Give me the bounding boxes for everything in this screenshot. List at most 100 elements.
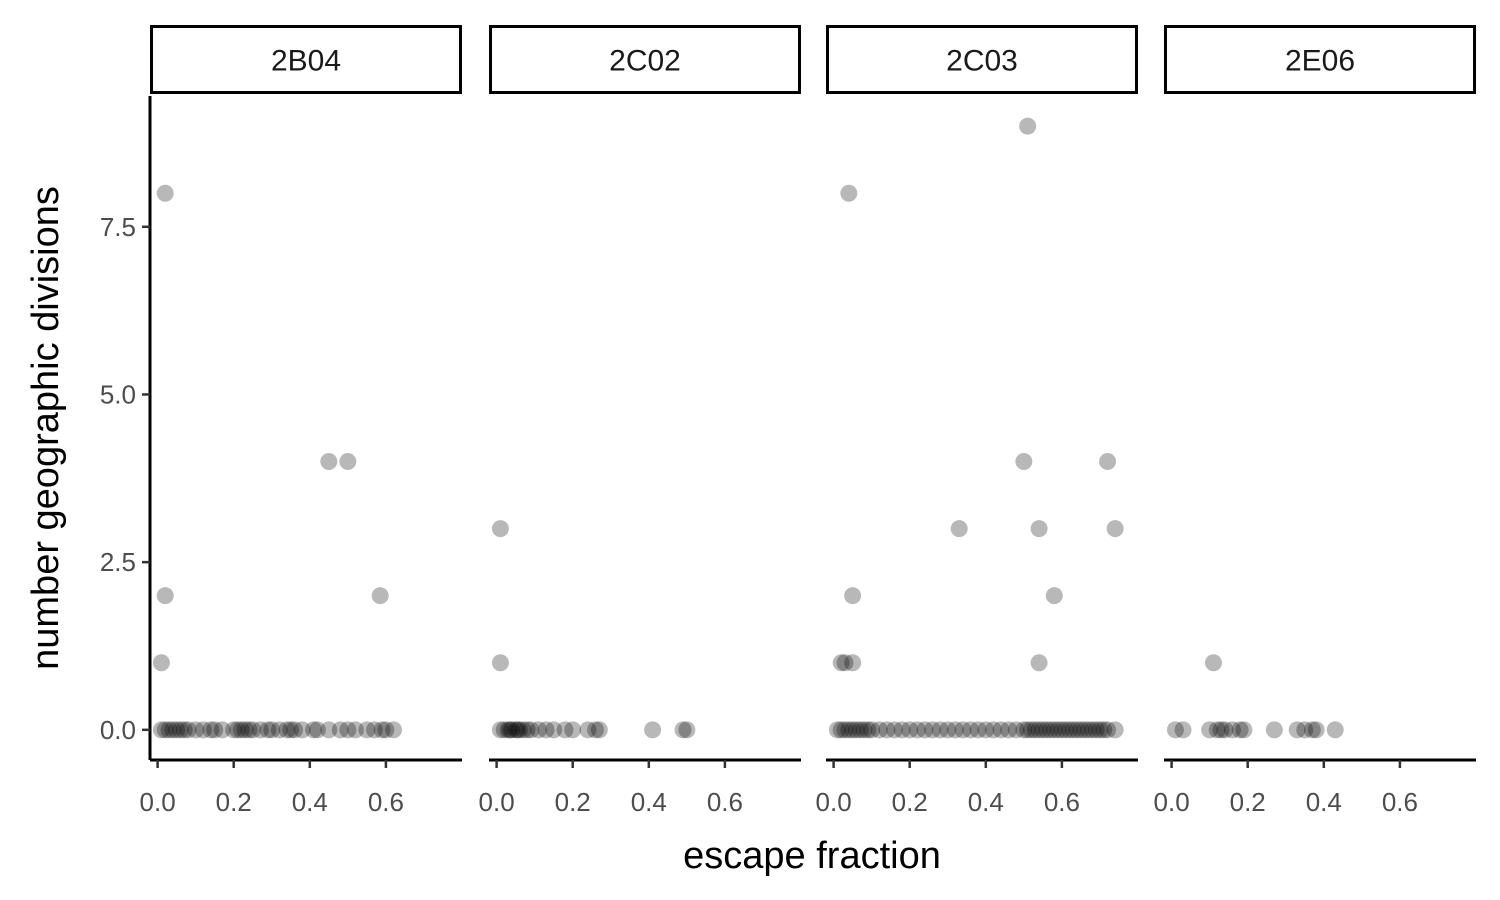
data-point [1080,721,1098,739]
data-point [1296,721,1314,739]
x-tick-label: 0.0 [479,787,515,817]
data-point [491,520,509,538]
data-point [1076,721,1094,739]
data-point [977,721,995,739]
data-point [263,721,281,739]
data-point [282,721,300,739]
x-tick-label: 0.6 [368,787,404,817]
data-point [156,184,174,202]
data-point [1015,453,1033,471]
data-point [1038,721,1056,739]
data-point [339,453,357,471]
data-point [579,721,597,739]
data-point [1049,721,1067,739]
x-tick-label: 0.4 [292,787,328,817]
data-point [1099,721,1117,739]
data-point [1061,721,1079,739]
data-point [377,721,395,739]
data-points [152,184,403,739]
data-point [844,721,862,739]
data-point [1064,721,1082,739]
data-point [1265,721,1283,739]
data-point [916,721,934,739]
y-tick-label: 5.0 [100,379,136,409]
data-point [564,721,582,739]
data-point [1091,721,1109,739]
data-point [1223,721,1241,739]
data-point [499,721,517,739]
data-point [175,721,193,739]
data-point [529,721,547,739]
data-point [1015,721,1033,739]
data-point [1307,721,1325,739]
data-point [855,721,873,739]
data-point [286,721,304,739]
facet-strip-box [1164,25,1476,94]
facet-strip-box [826,25,1138,94]
data-point [1201,721,1219,739]
data-point [339,721,357,739]
data-point [678,721,696,739]
x-tick-label: 0.2 [216,787,252,817]
data-point [371,587,389,605]
data-point [984,721,1002,739]
data-point [152,721,170,739]
data-point [1288,721,1306,739]
data-point [847,721,865,739]
data-point [556,721,574,739]
data-point [931,721,949,739]
data-point [503,721,521,739]
facet-panel-2c03: 2C03 0.0 0.2 0.4 0.6 [816,25,1138,817]
data-point [244,721,262,739]
data-point [156,587,174,605]
data-point [1034,721,1052,739]
data-point [590,721,608,739]
data-point [545,721,563,739]
data-point [1083,721,1101,739]
data-point [587,721,605,739]
data-point [236,721,254,739]
data-points [491,520,696,739]
x-tick-label: 0.6 [1382,787,1418,817]
data-point [863,721,881,739]
data-point [156,721,174,739]
data-point [939,721,957,739]
data-point [840,184,858,202]
data-point [674,721,692,739]
facet-strip-box [489,25,801,94]
data-point [160,721,178,739]
facet-strip-label: 2C03 [946,45,1018,78]
data-point [168,721,186,739]
facet-panel-2b04: 2B04 0.0 0.2 0.4 0.6 [140,25,462,817]
data-point [278,721,296,739]
data-point [1068,721,1086,739]
data-point [202,721,220,739]
x-tick-label: 0.0 [1154,787,1190,817]
data-point [836,721,854,739]
panels-layer: 2B04 0.0 0.2 0.4 0.6 2C02 0.0 0.2 0.4 0.6 2C03 0.0 0… [140,25,1476,817]
data-point [385,721,403,739]
data-point [331,721,349,739]
data-point [1095,721,1113,739]
x-tick-label: 0.0 [816,787,852,817]
data-point [1026,721,1044,739]
data-point [832,721,850,739]
data-point [1053,721,1071,739]
data-point [1235,721,1253,739]
data-point [836,654,854,672]
data-point [365,721,383,739]
data-point [946,721,964,739]
data-point [229,721,247,739]
data-point [491,721,509,739]
data-point [851,721,869,739]
data-point [522,721,540,739]
x-tick-label: 0.4 [1306,787,1342,817]
data-point [870,721,888,739]
data-point [358,721,376,739]
data-point [491,654,509,672]
data-point [992,721,1010,739]
data-point [969,721,987,739]
data-point [893,721,911,739]
data-point [844,654,862,672]
data-point [346,721,364,739]
